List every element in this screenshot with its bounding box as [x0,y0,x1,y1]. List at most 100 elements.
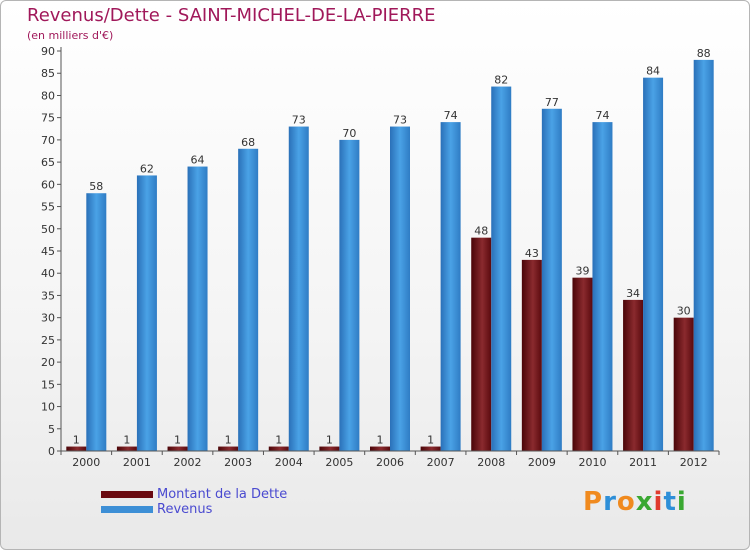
data-label-dette: 1 [123,434,130,447]
bar-revenus [643,77,664,452]
y-tick-label: 55 [41,201,55,214]
y-tick-label: 65 [41,156,55,169]
data-label-dette: 1 [73,434,80,447]
x-tick-label: 2004 [275,456,303,469]
data-label-dette: 48 [474,225,488,238]
logo-letter: r [603,487,617,517]
x-tick-label: 2011 [629,456,657,469]
y-tick-label: 70 [41,134,55,147]
y-tick-label: 90 [41,45,55,58]
bar-revenus [390,126,410,452]
bar-revenus [136,175,157,451]
y-tick-label: 0 [48,445,55,458]
data-label-dette: 1 [427,434,434,447]
y-tick-label: 15 [41,378,55,391]
y-tick-label: 5 [48,423,55,436]
x-tick-label: 2007 [427,456,455,469]
logo-letter: P [583,487,604,517]
data-label-dette: 43 [525,247,539,260]
y-tick-label: 60 [41,178,55,191]
y-tick-label: 20 [41,356,55,369]
y-tick-label: 80 [41,89,55,102]
data-label-revenus: 58 [89,180,103,193]
data-label-dette: 1 [225,434,232,447]
logo-letter: i [653,487,664,517]
data-label-dette: 34 [626,287,640,300]
bar-dette [218,446,239,451]
bar-dette [116,446,137,451]
chart-subtitle: (en milliers d'€) [27,29,114,42]
x-tick-label: 2001 [123,456,151,469]
y-tick-label: 35 [41,289,55,302]
legend-swatch-dette [101,491,153,498]
bar-dette [673,317,694,451]
chart-title: Revenus/Dette - SAINT-MICHEL-DE-LA-PIERR… [27,5,436,26]
bar-dette [471,237,492,451]
legend-label-dette: Montant de la Dette [157,487,288,502]
bar-dette [521,259,542,451]
y-tick-label: 45 [41,245,55,258]
bar-revenus [238,148,259,451]
x-tick-label: 2010 [578,456,606,469]
bar-dette [268,446,289,451]
data-label-dette: 39 [575,265,589,278]
bar-revenus [288,126,309,452]
logo-letter: x [635,487,654,517]
x-tick-label: 2003 [224,456,252,469]
data-label-dette: 1 [174,434,181,447]
y-tick-label: 75 [41,112,55,125]
chart-legend: Montant de la Dette Revenus [101,487,287,517]
bar-dette [319,446,340,451]
data-label-revenus: 74 [595,109,609,122]
bar-dette [370,446,390,451]
x-tick-label: 2009 [528,456,556,469]
bar-dette [420,446,441,451]
data-label-revenus: 88 [697,47,711,60]
bar-revenus [693,59,714,452]
bar-revenus [440,122,461,451]
y-tick-label: 25 [41,334,55,347]
bar-dette [572,277,593,451]
y-tick-label: 10 [41,401,55,414]
x-tick-label: 2008 [477,456,505,469]
proxiti-logo: Proxiti [583,487,687,517]
data-label-revenus: 70 [342,127,356,140]
bar-dette [623,299,644,451]
data-label-revenus: 68 [241,136,255,149]
data-label-revenus: 82 [494,74,508,87]
data-label-revenus: 73 [292,114,306,127]
data-label-revenus: 64 [191,154,205,167]
bar-revenus [491,86,512,452]
data-label-dette: 1 [275,434,282,447]
bar-revenus [187,166,208,452]
bar-dette [167,446,188,451]
y-tick-label: 85 [41,67,55,80]
bar-revenus [339,139,360,451]
legend-swatch-revenus [101,506,153,513]
data-label-revenus: 74 [444,109,458,122]
legend-label-revenus: Revenus [157,502,213,517]
legend-item-revenus: Revenus [101,502,287,517]
data-label-revenus: 62 [140,162,154,175]
y-tick-label: 50 [41,223,55,236]
x-tick-label: 2005 [325,456,353,469]
logo-letter: o [616,487,636,517]
legend-item-dette: Montant de la Dette [101,487,287,502]
x-tick-label: 2012 [680,456,708,469]
logo-letter: i [676,487,687,517]
bar-revenus [541,108,562,452]
bar-revenus [592,122,613,451]
data-label-revenus: 73 [393,114,407,127]
logo-letter: t [663,487,677,517]
bar-dette [66,446,87,451]
x-tick-label: 2006 [376,456,404,469]
bar-revenus [86,193,107,451]
data-label-dette: 1 [377,434,384,447]
x-tick-label: 2000 [72,456,100,469]
y-tick-label: 30 [41,312,55,325]
y-tick-label: 40 [41,267,55,280]
data-label-dette: 30 [677,305,691,318]
data-label-revenus: 77 [545,96,559,109]
